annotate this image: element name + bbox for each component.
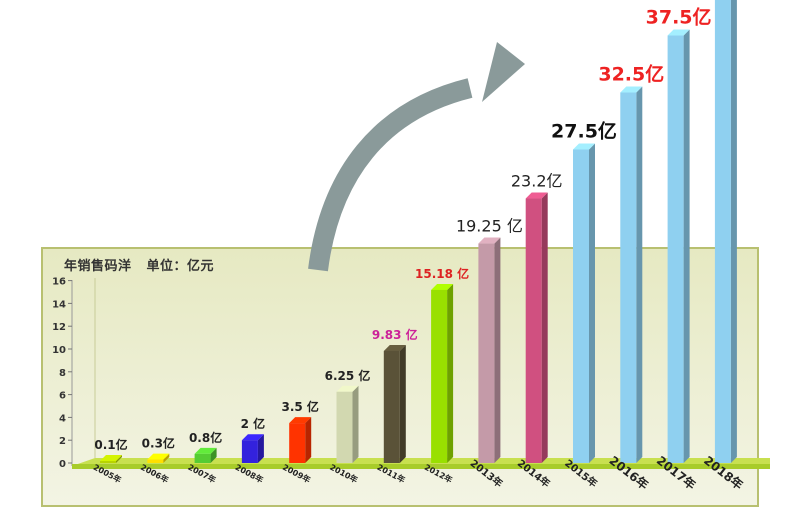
bar-front <box>573 149 589 463</box>
y-tick-label: 2 <box>59 436 66 447</box>
bar-side <box>683 29 690 463</box>
y-tick-label: 0 <box>59 459 66 470</box>
y-tick-label: 14 <box>52 299 66 310</box>
bar <box>147 453 170 463</box>
bar-side <box>730 0 737 463</box>
growth-arrow-tip <box>482 42 525 102</box>
data-label: 0.1亿 <box>94 437 127 452</box>
bar <box>383 344 406 463</box>
bar <box>478 237 501 463</box>
bar <box>573 143 595 463</box>
bar <box>241 434 264 463</box>
bar-front <box>714 0 731 463</box>
bar-front <box>383 350 400 463</box>
bar-side <box>163 453 170 463</box>
bar-front <box>667 35 684 463</box>
bar-side <box>210 447 217 463</box>
unit-label: 单位：亿元 <box>146 259 215 274</box>
data-label: 2 亿 <box>241 416 266 431</box>
bar-top <box>478 237 501 244</box>
y-tick-label: 16 <box>52 277 66 288</box>
data-label: 3.5 亿 <box>281 399 318 414</box>
bar-top <box>383 344 406 351</box>
bar-top <box>431 283 454 290</box>
data-label: 6.25 亿 <box>325 368 371 383</box>
bar-front <box>289 423 306 463</box>
bar <box>100 455 122 463</box>
bar-front <box>241 440 258 463</box>
bar <box>336 385 359 463</box>
bar-top <box>667 29 690 36</box>
bar <box>620 86 643 463</box>
y-tick-label: 10 <box>52 345 66 356</box>
y-tick-label: 12 <box>52 322 66 333</box>
bar-front <box>194 453 211 463</box>
bar-side <box>447 283 454 463</box>
bar-front <box>478 243 495 463</box>
chart-floor-edge <box>72 464 770 469</box>
y-tick-label: 6 <box>59 391 66 402</box>
bar-side <box>541 192 548 463</box>
chart-title-row: 年销售码洋 单位：亿元 <box>64 255 224 274</box>
data-label: 23.2亿 <box>511 172 563 191</box>
bar <box>194 447 217 463</box>
bar-front <box>620 92 637 463</box>
bar-side <box>636 86 643 463</box>
data-label: 15.18 亿 <box>415 266 469 281</box>
bar-top <box>289 417 312 424</box>
bar-side <box>399 344 406 463</box>
bar-top <box>194 447 217 454</box>
data-label: 37.5亿 <box>646 6 712 29</box>
bar <box>714 0 737 463</box>
bar <box>525 192 548 463</box>
bar-side <box>116 455 122 463</box>
data-label: 9.83 亿 <box>372 327 418 342</box>
bar-top <box>620 86 643 93</box>
data-label: 27.5亿 <box>551 120 617 143</box>
bar-side <box>352 385 359 463</box>
bar-top <box>100 455 122 461</box>
bar <box>667 29 690 463</box>
bar-top <box>573 143 595 150</box>
bar-top <box>147 453 170 460</box>
bar-side <box>494 237 501 463</box>
bar-top <box>241 434 264 441</box>
bar-top <box>525 192 548 199</box>
y-tick-label: 4 <box>59 413 66 424</box>
bar <box>431 283 454 463</box>
bar-side <box>257 434 264 463</box>
data-label: 32.5亿 <box>598 63 664 86</box>
bar-top <box>336 385 359 392</box>
data-label: 0.3亿 <box>142 436 175 451</box>
growth-arrow <box>308 78 473 272</box>
bar-side <box>589 143 595 463</box>
bar-front <box>431 289 448 463</box>
bar-front <box>525 198 542 463</box>
bar-front <box>336 391 353 463</box>
y-tick-label: 8 <box>59 368 66 379</box>
bar-side <box>305 417 312 463</box>
chart-title: 年销售码洋 <box>64 259 132 274</box>
bar <box>289 417 312 463</box>
data-label: 19.25 亿 <box>456 217 523 236</box>
bar-front <box>147 459 164 463</box>
bar-front <box>100 461 116 463</box>
data-label: 0.8亿 <box>189 430 222 445</box>
